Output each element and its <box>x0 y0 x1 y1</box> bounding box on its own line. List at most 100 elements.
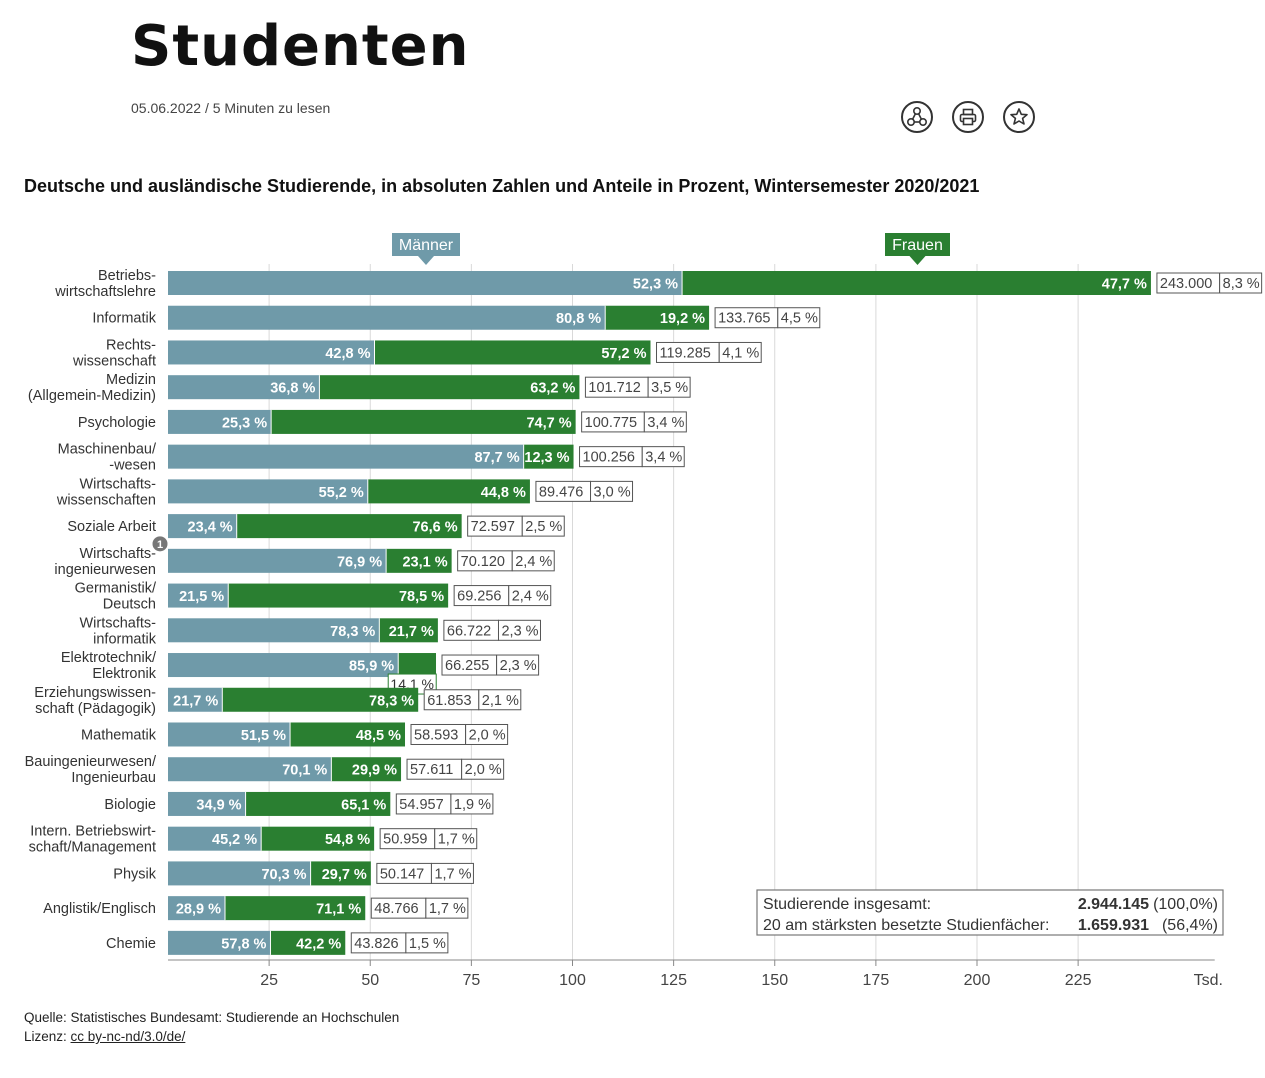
bar-maenner <box>168 444 524 469</box>
share-box <box>497 619 541 641</box>
category-label: wirtschaftslehre <box>54 284 156 300</box>
legend-badge <box>885 233 950 256</box>
bar-maenner <box>168 653 399 678</box>
category-label: Informatik <box>92 311 156 327</box>
bar-label-frauen: 76,6 % <box>412 520 457 536</box>
page-title: Studenten <box>131 14 470 79</box>
bar-frauen <box>236 514 462 539</box>
bar-maenner <box>168 757 332 782</box>
bar-label-frauen: 63,2 % <box>530 381 575 397</box>
bar-frauen <box>225 896 366 921</box>
share-box <box>430 862 474 884</box>
share-box <box>508 585 552 607</box>
share-value: 2,5 % <box>525 519 562 535</box>
bar-label-maenner: 78,3 % <box>330 624 375 640</box>
category-label: Mathematik <box>81 727 157 743</box>
license-link[interactable]: cc by-nc-nd/3.0/de/ <box>70 1029 186 1044</box>
bar-label-frauen: 78,5 % <box>399 589 444 605</box>
share-value: 2,0 % <box>469 727 506 743</box>
bar-maenner <box>168 687 223 712</box>
category-label: Wirtschafts- <box>79 546 156 562</box>
share-value: 2,4 % <box>512 589 549 605</box>
bar-maenner <box>168 583 229 608</box>
x-tick-label: 25 <box>260 972 278 989</box>
share-value: 2,1 % <box>482 693 519 709</box>
share-value: 4,1 % <box>722 345 759 361</box>
category-label: schaft/Management <box>29 840 156 856</box>
category-label: Psychologie <box>78 415 156 431</box>
category-label: Soziale Arbeit <box>67 519 156 535</box>
share-value: 3,4 % <box>647 415 684 431</box>
category-label: Bauingenieurwesen/ <box>25 754 157 770</box>
bar-label-maenner: 52,3 % <box>633 277 678 293</box>
total-value: 50.959 <box>383 832 427 848</box>
share-box <box>450 793 494 815</box>
category-label: Medizin <box>106 372 156 388</box>
share-box <box>465 723 509 745</box>
bar-maenner <box>168 305 606 330</box>
share-value: 2,4 % <box>515 554 552 570</box>
share-box <box>405 932 449 954</box>
total-value: 70.120 <box>461 554 505 570</box>
x-tick-label: 50 <box>361 972 379 989</box>
share-value: 2,3 % <box>501 623 538 639</box>
share-box <box>521 515 565 537</box>
category-label: ingenieurwesen <box>54 562 156 578</box>
bar-label-frauen: 29,9 % <box>352 763 397 779</box>
bar-label-maenner: 36,8 % <box>270 381 315 397</box>
share-value: 1,7 % <box>438 832 475 848</box>
category-label: -wesen <box>109 458 156 474</box>
bar-label-maenner: 34,9 % <box>196 797 241 813</box>
category-label: Biologie <box>104 797 156 813</box>
bar-label-maenner: 70,1 % <box>282 763 327 779</box>
bar-label-maenner: 45,2 % <box>212 832 257 848</box>
share-box <box>647 376 691 398</box>
total-value: 48.766 <box>374 901 418 917</box>
legend-maenner: Männer <box>392 233 460 265</box>
bar-frauen <box>386 548 452 573</box>
bar-label-maenner: 25,3 % <box>222 415 267 431</box>
bar-frauen <box>398 653 437 678</box>
total-value: 66.255 <box>445 658 489 674</box>
share-value: 3,0 % <box>594 484 631 500</box>
legend-label: Frauen <box>892 237 943 254</box>
read-time: 5 Minuten zu lesen <box>212 100 331 116</box>
bar-maenner <box>168 618 380 643</box>
bar-label-frauen: 48,5 % <box>356 728 401 744</box>
share-value: 1,7 % <box>429 901 466 917</box>
x-tick-label: 175 <box>863 972 890 989</box>
legend-pointer <box>418 256 434 265</box>
total-value: 89.476 <box>539 484 583 500</box>
bar-frauen <box>331 757 402 782</box>
bar-frauen <box>290 722 406 747</box>
category-label: Deutsch <box>103 597 156 613</box>
bar-label-frauen: 12,3 % <box>524 450 569 466</box>
print-icon <box>959 108 977 126</box>
bookmark-button[interactable] <box>1003 101 1035 133</box>
summary-pct: (100,0%) <box>1153 896 1218 913</box>
share-value: 1,5 % <box>409 936 446 952</box>
summary-pct: (56,4%) <box>1162 917 1218 934</box>
x-tick-label: 200 <box>964 972 991 989</box>
category-label: Intern. Betriebswirt- <box>30 824 156 840</box>
bar-label-maenner: 76,9 % <box>337 554 382 570</box>
print-button[interactable] <box>952 101 984 133</box>
total-value: 54.957 <box>399 797 443 813</box>
bar-frauen <box>319 375 580 400</box>
total-value: 133.765 <box>718 311 770 327</box>
category-label: wissenschaften <box>56 492 156 508</box>
bar-label-maenner: 21,5 % <box>179 589 224 605</box>
category-label: informatik <box>93 631 157 647</box>
share-box <box>496 654 540 676</box>
bar-label-frauen: 54,8 % <box>325 832 370 848</box>
category-label: Erziehungswissen- <box>34 685 156 701</box>
share-value: 2,3 % <box>500 658 537 674</box>
share-box <box>1219 272 1263 294</box>
bar-label-maenner: 42,8 % <box>325 346 370 362</box>
share-button[interactable] <box>901 101 933 133</box>
bar-label-frauen: 74,7 % <box>526 415 571 431</box>
total-value: 69.256 <box>457 589 501 605</box>
bar-maenner <box>168 791 246 816</box>
bar-frauen <box>379 618 438 643</box>
x-unit-label: Tsd. <box>1194 972 1223 989</box>
